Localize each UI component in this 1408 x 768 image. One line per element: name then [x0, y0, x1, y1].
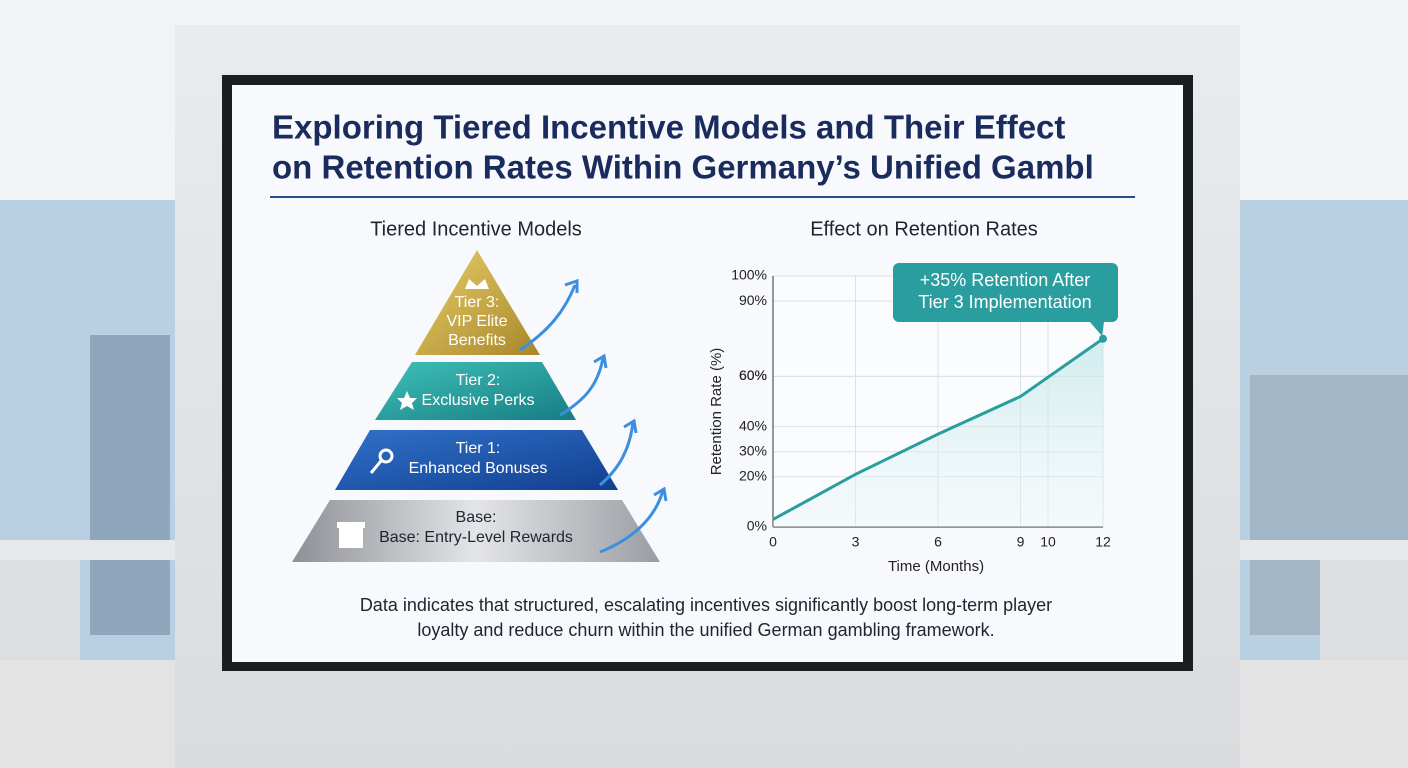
annotation-box	[893, 263, 1118, 322]
tier-label: Benefits	[448, 332, 506, 349]
tier-2-shape	[375, 362, 576, 420]
tier-label: Base:	[456, 509, 497, 526]
x-tick-label: 6	[934, 534, 942, 550]
tier-label: Tier 2:	[456, 372, 501, 389]
tier-3-shape	[415, 250, 540, 355]
x-tick-label: 10	[1040, 534, 1056, 550]
tier-label: VIP Elite	[446, 313, 507, 330]
x-axis-label: Time (Months)	[888, 558, 984, 575]
tier-label: Tier 3:	[455, 294, 500, 311]
y-tick-label: 100%	[731, 267, 767, 283]
y-axis-label: Retention Rate (%)	[708, 348, 725, 476]
tier-1-shape	[335, 430, 618, 490]
chart-title: Effect on Retention Rates	[810, 218, 1038, 240]
growth-arrows	[519, 278, 668, 554]
star-icon	[397, 391, 417, 410]
tier-label: Base: Entry-Level Rewards	[379, 529, 573, 546]
desk	[0, 540, 175, 560]
y-tick-label: 40%	[739, 417, 767, 433]
annotation-pointer	[1090, 322, 1104, 336]
x-tick-label: 12	[1095, 534, 1111, 550]
annotation: Tier 3 Implementation	[918, 292, 1091, 312]
x-tick-label: 9	[1017, 534, 1025, 550]
caption: loyalty and reduce churn within the unif…	[417, 620, 994, 640]
pyramid-title: Tiered Incentive Models	[370, 218, 582, 240]
y-tick-label: 0%	[747, 518, 767, 534]
tier-label: Exclusive Perks	[422, 392, 535, 409]
line	[772, 337, 1104, 521]
annotation: +35% Retention After	[920, 270, 1091, 290]
tier-label: Tier 1:	[456, 440, 501, 457]
line-area	[773, 338, 1103, 527]
base-shape	[292, 500, 660, 562]
x-tick-label: 3	[852, 534, 860, 550]
y-tick-label: 60%	[739, 367, 767, 383]
y-tick-label: 90%	[739, 292, 767, 308]
y-tick-label: 20%	[739, 468, 767, 484]
tier-label: Enhanced Bonuses	[409, 460, 548, 477]
gift-icon	[337, 522, 365, 548]
y-tick-label: 60%	[739, 367, 767, 383]
crown-icon	[465, 279, 489, 289]
slide-title: Exploring Tiered Incentive Models and Th…	[272, 109, 1065, 146]
desk	[1240, 540, 1408, 560]
caption: Data indicates that structured, escalati…	[360, 595, 1052, 615]
end-point	[1099, 334, 1107, 343]
x-tick-label: 0	[769, 534, 777, 550]
key-icon	[369, 448, 394, 474]
slide-title: on Retention Rates Within Germany’s Unif…	[272, 149, 1094, 186]
y-tick-label: 30%	[739, 442, 767, 458]
building	[90, 335, 170, 635]
